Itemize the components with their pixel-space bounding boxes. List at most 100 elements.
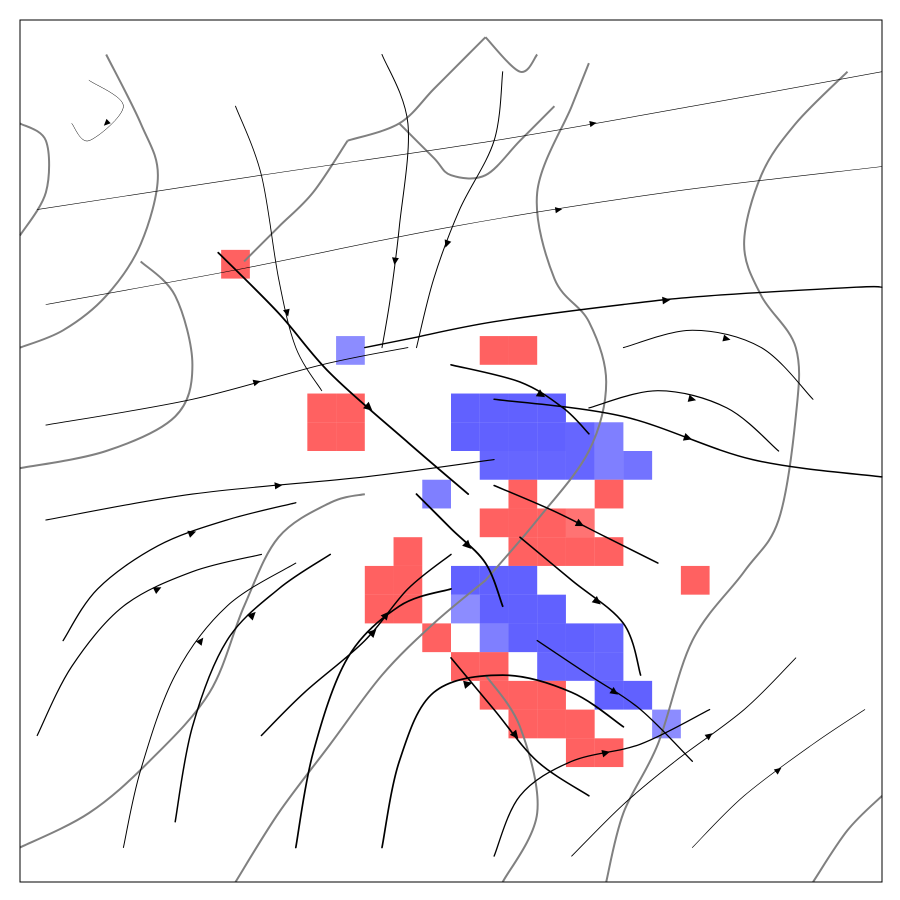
contour-line bbox=[605, 70, 849, 883]
heatmap-cell bbox=[221, 249, 250, 279]
heatmap-cell bbox=[508, 393, 538, 423]
heatmap-cell bbox=[565, 623, 595, 653]
heatmap-cell bbox=[508, 336, 538, 365]
streamline bbox=[36, 71, 883, 210]
contour-line bbox=[19, 493, 366, 849]
contour-line bbox=[347, 36, 487, 142]
heatmap-cell bbox=[336, 393, 365, 423]
contour-line bbox=[484, 674, 539, 883]
heatmap-cell bbox=[364, 594, 394, 624]
heatmap-cell bbox=[594, 738, 624, 768]
streamline-arrowhead bbox=[589, 121, 597, 128]
heatmap-cell bbox=[594, 537, 624, 566]
streamline bbox=[217, 251, 470, 495]
heatmap-cell bbox=[451, 393, 480, 423]
heatmap-cell bbox=[594, 451, 624, 480]
streamline-arrowhead bbox=[363, 401, 373, 411]
heatmap-cell bbox=[479, 623, 509, 653]
heatmap-cell bbox=[537, 508, 566, 538]
heatmap-cell bbox=[307, 393, 337, 423]
heatmap-cell bbox=[508, 594, 538, 624]
heatmap-cell bbox=[508, 565, 538, 595]
heatmap-cell bbox=[336, 336, 365, 365]
streamline-arrowhead bbox=[509, 729, 519, 739]
streamline-arrowhead bbox=[462, 539, 472, 549]
heatmap-cell bbox=[336, 422, 365, 451]
streamline-arrowhead bbox=[535, 389, 546, 398]
contour-line bbox=[19, 54, 159, 349]
streamline bbox=[381, 674, 625, 849]
streamline bbox=[260, 553, 452, 737]
streamline-arrowhead bbox=[574, 518, 584, 527]
streamline bbox=[571, 657, 797, 857]
heatmap-cell bbox=[479, 594, 509, 624]
streamline bbox=[381, 54, 409, 349]
contour-line bbox=[812, 795, 883, 883]
contour-line bbox=[484, 62, 608, 581]
streamline-arrowhead bbox=[601, 750, 610, 758]
heatmap-cell bbox=[565, 537, 595, 566]
streamline bbox=[622, 329, 814, 400]
streamline-arrowhead bbox=[380, 611, 389, 621]
streamline bbox=[364, 285, 883, 349]
contour-line bbox=[19, 122, 51, 237]
streamlines bbox=[36, 54, 883, 857]
streamline-arrowhead bbox=[252, 379, 261, 387]
streamline bbox=[45, 166, 883, 305]
contour-line bbox=[19, 260, 194, 470]
streamline bbox=[588, 390, 780, 452]
streamline bbox=[235, 105, 323, 392]
heatmap-cell bbox=[479, 508, 509, 538]
heatmap-cell bbox=[537, 537, 566, 566]
plot-frame bbox=[19, 19, 883, 883]
streamline-arrowhead bbox=[196, 637, 204, 646]
heatmap-cell bbox=[680, 565, 710, 595]
streamline-arrowhead bbox=[773, 767, 782, 775]
heatmap-cell bbox=[307, 422, 337, 451]
heatmap-cell bbox=[508, 451, 538, 480]
streamline-arrowhead bbox=[662, 296, 671, 305]
streamline bbox=[692, 709, 866, 848]
heatmap-cell bbox=[537, 451, 566, 480]
streamline-arrowhead bbox=[283, 308, 290, 317]
heatmap-cell bbox=[537, 709, 566, 739]
heatmap-cell bbox=[422, 623, 451, 653]
heatmap-cell bbox=[393, 594, 423, 624]
heatmap-cell bbox=[537, 393, 566, 423]
streamline-arrowhead bbox=[722, 334, 731, 342]
streamline bbox=[536, 639, 694, 762]
heatmap-cell bbox=[364, 565, 394, 595]
heatmap-cell bbox=[451, 565, 480, 595]
streamline-arrowhead bbox=[687, 394, 697, 402]
streamline-arrowhead bbox=[463, 680, 473, 689]
heatmap-cell bbox=[537, 422, 566, 451]
heatmap-cell bbox=[479, 451, 509, 480]
contour-line bbox=[234, 579, 487, 883]
heatmap-cell bbox=[565, 738, 595, 768]
streamline-arrowhead bbox=[609, 687, 619, 695]
streamline bbox=[45, 459, 495, 521]
heatmap-cell bbox=[565, 422, 595, 451]
heatmap-cell bbox=[594, 479, 624, 509]
contour-line bbox=[243, 140, 349, 263]
heatmap-cell bbox=[565, 709, 595, 739]
heatmap-cell bbox=[451, 422, 480, 451]
heatmap-cell bbox=[537, 680, 566, 710]
heatmap-cell bbox=[508, 680, 538, 710]
heatmap-cell bbox=[508, 422, 538, 451]
streamline bbox=[122, 562, 297, 848]
heatmap-cell bbox=[594, 652, 624, 681]
heatmap-cell bbox=[508, 508, 538, 538]
heatmap-cell bbox=[508, 623, 538, 653]
streamline-arrowhead bbox=[704, 733, 713, 741]
heatmap-cell bbox=[508, 537, 538, 566]
contour-lines bbox=[19, 36, 883, 883]
streamline-arrowhead bbox=[152, 587, 162, 594]
heatmap-cell bbox=[479, 422, 509, 451]
heatmap-cell bbox=[479, 393, 509, 423]
streamline-arrowhead bbox=[444, 239, 452, 248]
streamline-arrowhead bbox=[274, 482, 283, 490]
heatmap-cell bbox=[594, 680, 624, 710]
heatmap-cell bbox=[451, 594, 480, 624]
